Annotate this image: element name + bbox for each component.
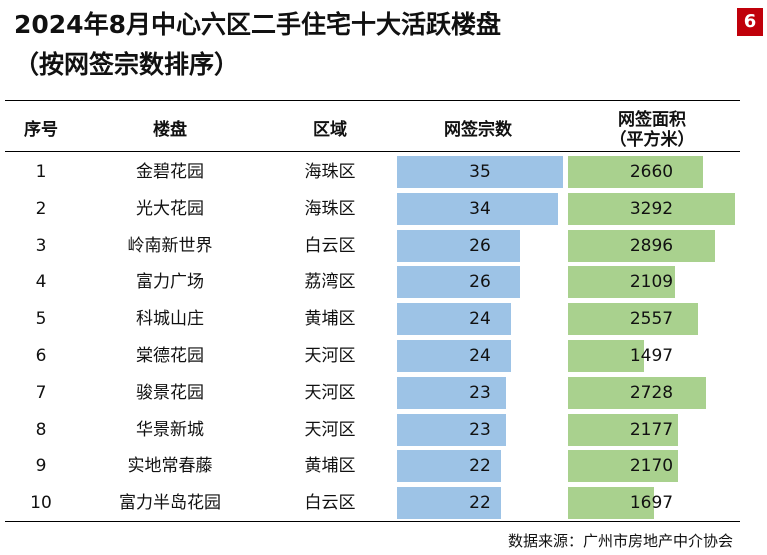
- area-label: 2660: [629, 162, 674, 182]
- area-label: 3292: [629, 198, 674, 219]
- rank-cell: 3: [35, 235, 47, 256]
- page-number-badge: 6: [737, 8, 763, 36]
- area-bar: [568, 156, 703, 188]
- estate-cell: 富力广场: [136, 272, 204, 293]
- table-bottom-rule: [5, 521, 740, 522]
- count-label: 22: [469, 456, 491, 477]
- district-cell: 荔湾区: [304, 272, 356, 293]
- estate-cell: 棠德花园: [136, 346, 204, 366]
- chart-title-line1: 2024年8月中心六区二手住宅十大活跃楼盘: [14, 10, 501, 39]
- count-bar: [397, 156, 563, 188]
- area-bar: [568, 266, 675, 299]
- district-cell: 天河区: [304, 346, 356, 366]
- rank-cell: 8: [35, 419, 47, 440]
- header-count: 网签宗数: [444, 120, 512, 140]
- table-top-rule: [5, 100, 740, 101]
- count-bar: [397, 340, 511, 372]
- area-bar: [568, 413, 678, 446]
- district-cell: 海珠区: [304, 162, 356, 182]
- estate-cell: 岭南新世界: [127, 235, 213, 256]
- estate-cell: 光大花园: [136, 198, 204, 219]
- district-cell: 白云区: [304, 235, 356, 256]
- header-area-line2: （平方米）: [609, 130, 695, 150]
- header-estate: 楼盘: [153, 120, 187, 140]
- district-cell: 天河区: [304, 419, 356, 440]
- count-bar: [397, 266, 520, 299]
- rank-cell: 5: [35, 309, 47, 330]
- estate-cell: 实地常春藤: [127, 456, 213, 477]
- estate-cell: 骏景花园: [136, 382, 204, 403]
- count-bar: [397, 413, 506, 446]
- rank-cell: 4: [35, 272, 47, 293]
- area-bar: [568, 229, 715, 262]
- source-note: 数据来源：广州市房地产中介协会: [507, 532, 733, 550]
- count-bar: [397, 376, 506, 409]
- header-district: 区域: [313, 120, 347, 140]
- count-bar: [397, 487, 501, 520]
- area-bar: [568, 450, 678, 483]
- area-bar: [568, 340, 644, 372]
- rank-cell: 10: [30, 493, 52, 514]
- header-area: 网签面积 （平方米）: [568, 110, 736, 150]
- district-cell: 白云区: [304, 493, 356, 514]
- district-cell: 黄埔区: [304, 456, 356, 477]
- count-label: 23: [469, 382, 491, 403]
- count-label: 24: [469, 309, 491, 330]
- count-label: 35: [469, 162, 491, 182]
- header-area-line1: 网签面积: [618, 110, 686, 130]
- area-label: 2557: [629, 309, 674, 330]
- area-bar: [568, 303, 698, 336]
- estate-cell: 金碧花园: [136, 162, 204, 182]
- rank-cell: 7: [35, 382, 47, 403]
- area-label: 2728: [629, 382, 674, 403]
- count-label: 26: [469, 235, 491, 256]
- count-label: 26: [469, 272, 491, 293]
- count-bar: [397, 450, 501, 483]
- count-bar: [397, 192, 558, 225]
- district-cell: 黄埔区: [304, 309, 356, 330]
- area-label: 1497: [629, 346, 674, 366]
- area-label: 1697: [629, 493, 674, 514]
- area-bar: [568, 487, 654, 520]
- district-cell: 海珠区: [304, 198, 356, 219]
- header-rank: 序号: [24, 120, 58, 140]
- area-label: 2177: [629, 419, 674, 440]
- district-cell: 天河区: [304, 382, 356, 403]
- chart-title-line2: （按网签宗数排序）: [14, 50, 240, 79]
- count-label: 34: [469, 198, 491, 219]
- rank-cell: 6: [35, 346, 47, 366]
- rank-cell: 2: [35, 198, 47, 219]
- estate-cell: 富力半岛花园: [119, 493, 221, 514]
- count-label: 22: [469, 493, 491, 514]
- area-label: 2896: [629, 235, 674, 256]
- count-label: 24: [469, 346, 491, 366]
- estate-cell: 华景新城: [136, 419, 204, 440]
- table-header-rule: [5, 151, 740, 152]
- rank-cell: 9: [35, 456, 47, 477]
- count-bar: [397, 229, 520, 262]
- rank-cell: 1: [35, 162, 47, 182]
- count-label: 23: [469, 419, 491, 440]
- area-bar: [568, 192, 735, 225]
- area-label: 2170: [629, 456, 674, 477]
- count-bar: [397, 303, 511, 336]
- area-bar: [568, 376, 706, 409]
- area-label: 2109: [629, 272, 674, 293]
- estate-cell: 科城山庄: [136, 309, 204, 330]
